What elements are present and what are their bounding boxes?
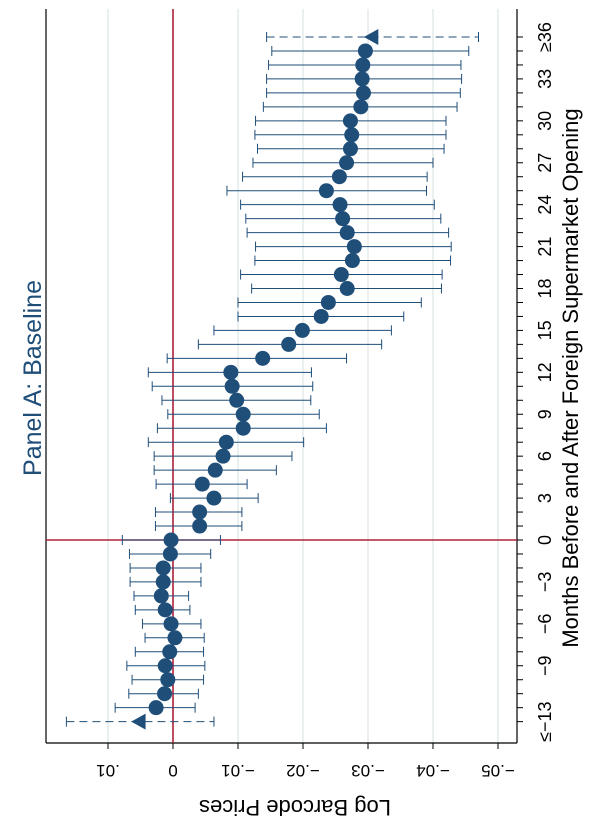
data-point xyxy=(162,644,178,660)
data-point xyxy=(320,294,336,310)
endpoint-marker xyxy=(363,29,379,45)
data-point xyxy=(155,560,171,576)
x-tick-label: 12 xyxy=(535,362,555,382)
x-tick-label: 24 xyxy=(535,195,555,215)
data-point xyxy=(354,71,370,87)
x-tick-label: 18 xyxy=(535,278,555,298)
data-point xyxy=(281,336,297,352)
data-point xyxy=(155,574,171,590)
data-point xyxy=(344,127,360,143)
data-point xyxy=(235,420,251,436)
x-tick-label: −6 xyxy=(535,614,555,635)
data-point xyxy=(215,448,231,464)
data-point xyxy=(346,239,362,255)
y-tick-label: 0 xyxy=(168,761,177,780)
x-tick-label: 27 xyxy=(535,153,555,173)
x-axis-label: Months Before and After Foreign Supermar… xyxy=(558,108,583,647)
data-point xyxy=(148,700,164,716)
data-point xyxy=(255,350,271,366)
data-point xyxy=(163,532,179,548)
data-point xyxy=(192,504,208,520)
y-tick-label: −.01 xyxy=(221,761,255,780)
data-point xyxy=(194,476,210,492)
y-tick-label: −.04 xyxy=(416,761,450,780)
data-point xyxy=(162,546,178,562)
x-tick-label: −3 xyxy=(535,572,555,593)
data-point xyxy=(218,434,234,450)
x-tick-label: 33 xyxy=(535,69,555,89)
data-point xyxy=(229,392,245,408)
data-point xyxy=(331,169,347,185)
x-tick-label: 15 xyxy=(535,320,555,340)
x-tick-label: 30 xyxy=(535,111,555,131)
data-point xyxy=(357,43,373,59)
data-point xyxy=(163,616,179,632)
x-tick-label: ≥36 xyxy=(535,22,555,52)
x-tick-label: ≤−13 xyxy=(535,701,555,741)
y-tick-label: .01 xyxy=(96,761,120,780)
data-point xyxy=(192,518,208,534)
y-tick-label: −.03 xyxy=(351,761,385,780)
x-tick-label: 0 xyxy=(535,535,555,545)
data-point xyxy=(332,197,348,213)
data-point xyxy=(342,113,358,129)
data-point xyxy=(167,630,183,646)
x-axis-ticks: ≤−13 −9 −6 −3 0 3 6 9 12 15 18 21 24 27 30 33 ≥36 xyxy=(517,22,555,742)
y-tick-label: −.02 xyxy=(286,761,320,780)
axes xyxy=(45,9,518,744)
data-point xyxy=(157,602,173,618)
data-point xyxy=(355,57,371,73)
y-tick-label: −.05 xyxy=(481,761,515,780)
data-point xyxy=(339,281,355,296)
data-point xyxy=(333,267,349,283)
data-point xyxy=(224,378,240,394)
x-tick-label: 3 xyxy=(535,493,555,503)
data-point xyxy=(339,155,355,171)
data-point xyxy=(206,490,222,506)
endpoint-marker xyxy=(131,713,146,730)
x-tick-label: 21 xyxy=(535,237,555,257)
data-points xyxy=(131,29,379,730)
data-point xyxy=(353,99,369,115)
data-point xyxy=(339,225,355,241)
data-point xyxy=(223,364,239,380)
data-point xyxy=(335,211,351,227)
data-point xyxy=(160,672,176,688)
data-point xyxy=(318,183,334,199)
data-point xyxy=(235,406,251,422)
data-point xyxy=(355,85,371,101)
data-point xyxy=(342,141,358,157)
x-tick-label: 9 xyxy=(535,409,555,419)
data-point xyxy=(207,462,223,478)
data-point xyxy=(157,658,173,674)
data-point xyxy=(313,308,329,324)
y-axis-label: Log Barcode Prices xyxy=(199,795,391,820)
x-tick-label: 6 xyxy=(535,451,555,461)
chart-title: Panel A: Baseline xyxy=(19,280,47,476)
data-point xyxy=(157,686,173,702)
x-tick-label: −9 xyxy=(535,655,555,676)
data-point xyxy=(294,322,310,338)
y-axis-ticks: .01 0 −.01 −.02 −.03 −.04 −.05 xyxy=(96,743,515,780)
data-point xyxy=(344,253,360,269)
data-point xyxy=(153,588,169,604)
